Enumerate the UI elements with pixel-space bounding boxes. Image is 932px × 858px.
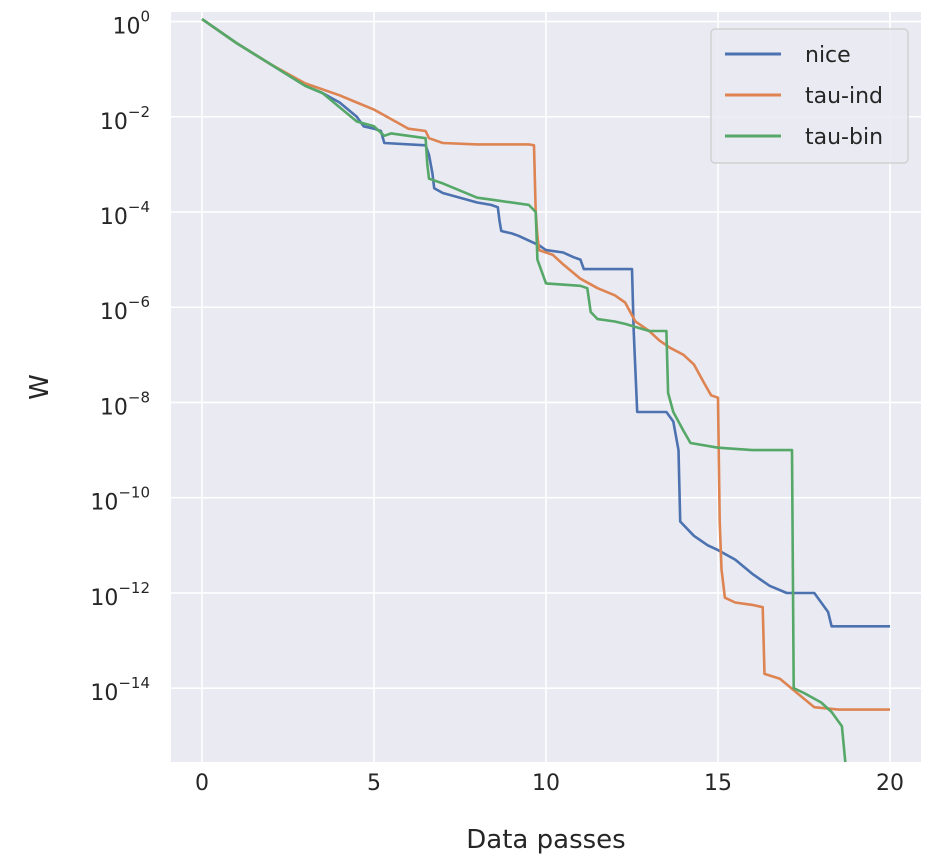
legend-label-tau-bin: tau-bin xyxy=(805,125,883,150)
x-tick-label: 5 xyxy=(367,771,381,796)
grid xyxy=(171,12,921,762)
y-tick-label: 10−10 xyxy=(90,484,150,516)
y-tick-label: 10−14 xyxy=(90,674,150,706)
y-tick-label: 10−8 xyxy=(100,388,150,420)
y-tick-label: 10−4 xyxy=(100,198,150,230)
y-tick-label: 100 xyxy=(112,8,150,40)
x-tick-label: 0 xyxy=(195,771,209,796)
x-tick-label: 15 xyxy=(704,771,732,796)
y-tick-labels: 100 10−2 10−4 10−6 10−8 10−10 10−12 10−14 xyxy=(90,8,150,707)
y-tick-label: 10−6 xyxy=(100,293,150,325)
series-line-tau-bin xyxy=(201,18,847,763)
legend-frame xyxy=(710,28,909,164)
y-tick-label: 10−2 xyxy=(100,103,150,135)
series-line-tau-ind xyxy=(201,18,890,711)
legend-label-nice: nice xyxy=(805,43,851,68)
legend: nice tau-ind tau-bin xyxy=(710,28,909,164)
x-tick-label: 10 xyxy=(532,771,560,796)
x-axis-title: Data passes xyxy=(466,825,625,855)
legend-label-tau-ind: tau-ind xyxy=(805,84,883,109)
x-tick-label: 20 xyxy=(876,771,904,796)
y-tick-label: 10−12 xyxy=(90,579,150,611)
y-axis-title: W xyxy=(25,374,55,400)
series-layer xyxy=(201,18,890,763)
x-tick-labels: 0 5 10 15 20 xyxy=(195,771,904,796)
